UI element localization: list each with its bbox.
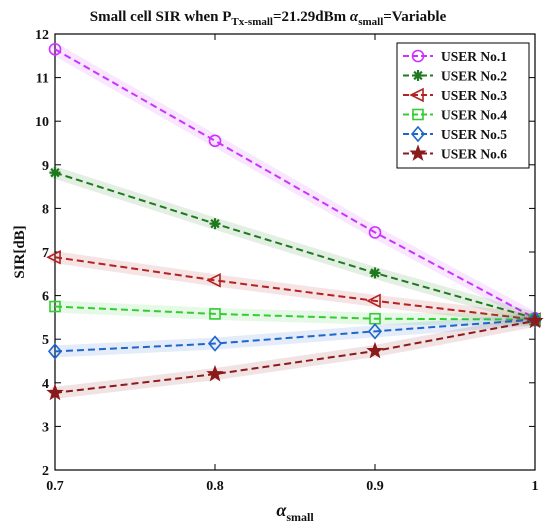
legend-label: USER No.1: [441, 49, 507, 64]
series-line: [54, 256, 536, 321]
legend-label: USER No.6: [441, 147, 507, 162]
series-line: [54, 171, 536, 320]
legend-item: USER No.5: [403, 125, 507, 143]
chart-title: Small cell SIR when PTx-small=21.29dBm α…: [90, 9, 447, 28]
series-6: [46, 311, 544, 401]
y-tick-label: 3: [42, 420, 49, 435]
legend: USER No.1 USER No.2 USER No.3 USER No.4 USER…: [396, 42, 530, 169]
legend-marker: [409, 87, 424, 103]
legend-item: USER No.3: [403, 87, 507, 103]
series-line: [54, 319, 536, 394]
data-point: [47, 343, 63, 360]
data-point: [206, 273, 221, 288]
y-tick-label: 6: [42, 290, 49, 305]
y-tick-label: 5: [42, 333, 49, 348]
x-axis-alpha: α: [276, 500, 287, 520]
legend-marker: [410, 125, 426, 143]
data-point: [206, 364, 224, 382]
title-alpha: α: [350, 9, 359, 25]
series-layer: [46, 42, 544, 401]
series-line: [54, 48, 536, 320]
y-tick-label: 4: [42, 377, 49, 392]
data-point: [526, 311, 544, 329]
series-line: [54, 305, 536, 321]
data-point: [49, 300, 61, 313]
legend-label: USER No.4: [441, 108, 507, 123]
data-point: [48, 42, 62, 56]
data-point: [46, 249, 61, 265]
y-tick-label: 11: [36, 72, 49, 87]
x-axis-subscript: small: [286, 510, 314, 524]
series-5: [47, 311, 543, 360]
legend-label: USER No.5: [441, 127, 507, 142]
x-tick-label: 0.8: [206, 479, 224, 494]
legend-item: USER No.1: [403, 49, 507, 64]
legend-item: USER No.6: [403, 144, 507, 162]
data-point: [366, 341, 384, 359]
y-tick-label: 7: [42, 246, 49, 261]
title-mid: =21.29dBm: [273, 9, 350, 25]
legend-marker: [412, 70, 424, 81]
x-tick-label: 0.7: [46, 479, 64, 494]
axis-ticks: 2 3 4 5 6 7 8 9 10 11 12 0.7 0.8 0.9 1: [35, 28, 539, 494]
data-point: [368, 226, 382, 239]
data-point: [209, 308, 221, 320]
x-tick-label: 0.9: [366, 479, 384, 494]
x-axis-title: αsmall: [276, 500, 314, 524]
data-point: [49, 167, 61, 179]
y-tick-label: 10: [35, 115, 49, 130]
y-tick-label: 2: [42, 464, 49, 479]
legend-marker: [412, 108, 424, 121]
data-point: [367, 323, 383, 340]
legend-label: USER No.2: [441, 69, 507, 84]
title-p-subscript: Tx-small: [231, 16, 273, 28]
legend-marker: [409, 144, 427, 161]
data-point: [369, 267, 381, 279]
x-tick-label: 1: [532, 479, 539, 494]
legend-marker: [411, 49, 425, 63]
data-point: [527, 311, 543, 328]
series-line: [54, 318, 536, 353]
title-suffix: =Variable: [383, 9, 446, 25]
y-tick-label: 9: [42, 159, 49, 174]
legend-item: USER No.4: [403, 108, 507, 123]
y-axis-title: SIR[dB]: [12, 225, 28, 278]
data-point: [207, 335, 223, 352]
data-point: [46, 383, 64, 401]
data-point: [366, 293, 381, 309]
y-tick-label: 12: [35, 28, 49, 43]
title-alpha-subscript: small: [358, 16, 383, 28]
legend-label: USER No.3: [441, 88, 507, 103]
data-point: [208, 134, 222, 148]
title-prefix: Small cell SIR when P: [90, 9, 232, 25]
y-tick-label: 8: [42, 202, 49, 217]
legend-item: USER No.2: [403, 69, 507, 84]
data-point: [209, 218, 221, 230]
